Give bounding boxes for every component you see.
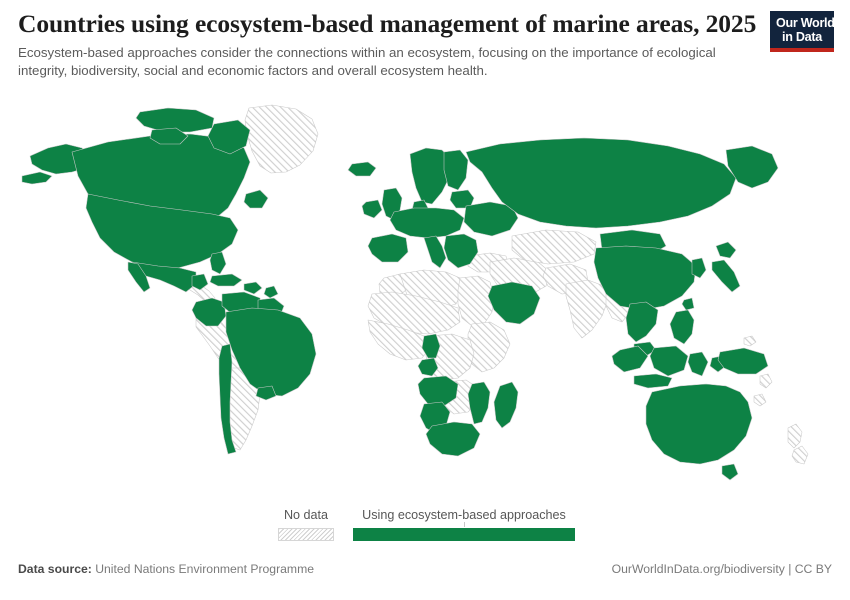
map-region-iberia[interactable]: [367, 233, 409, 263]
map-region-chile[interactable]: [218, 343, 237, 455]
map-region-cameroon[interactable]: [421, 333, 441, 359]
map-region-brazil[interactable]: [225, 307, 317, 397]
map-region-pacific-islands[interactable]: [743, 335, 757, 347]
map-region-finland[interactable]: [443, 149, 469, 191]
legend-tick-mark: [464, 522, 465, 527]
map-region-baffin-island[interactable]: [207, 119, 251, 155]
map-region-united-states[interactable]: [85, 193, 239, 269]
map-region-canadian-arctic[interactable]: [135, 107, 215, 133]
map-region-italy[interactable]: [423, 235, 447, 269]
map-region-egypt-sudan[interactable]: [457, 275, 495, 327]
legend-label-no-data: No data: [283, 508, 329, 522]
map-region-saudi-arabia[interactable]: [487, 281, 541, 325]
map-region-balkans-greece[interactable]: [443, 233, 479, 269]
map-region-central-asia[interactable]: [511, 229, 597, 265]
data-source-label: Data source:: [18, 562, 92, 576]
logo-line-1: Our World: [776, 16, 835, 30]
map-region-lesser-antilles[interactable]: [263, 285, 279, 299]
page-title: Countries using ecosystem-based manageme…: [18, 9, 757, 38]
map-region-cuba[interactable]: [209, 273, 243, 287]
map-region-philippines[interactable]: [669, 309, 695, 345]
map-region-greenland[interactable]: [244, 104, 319, 174]
map-region-western-central-europe[interactable]: [389, 207, 465, 239]
map-region-sumatra[interactable]: [611, 345, 649, 373]
map-region-korea[interactable]: [691, 257, 707, 279]
logo-line-2: in Data: [782, 30, 822, 45]
map-legend: No data Using ecosystem-based approaches: [0, 508, 850, 554]
map-region-south-africa[interactable]: [425, 421, 481, 457]
map-region-russia[interactable]: [465, 137, 737, 229]
map-region-newfoundland[interactable]: [243, 189, 269, 209]
map-region-uruguay[interactable]: [255, 385, 277, 401]
map-region-aleutians[interactable]: [21, 171, 53, 185]
map-region-sahel[interactable]: [367, 291, 461, 335]
world-choropleth-map[interactable]: [0, 96, 850, 500]
legend-entry-series[interactable]: Using ecosystem-based approaches: [353, 508, 575, 542]
map-region-baja-california[interactable]: [127, 261, 151, 293]
map-region-australia[interactable]: [645, 383, 753, 465]
map-region-east-africa[interactable]: [467, 321, 511, 373]
map-region-borneo[interactable]: [649, 345, 689, 377]
map-region-group-no-data: [175, 104, 809, 465]
map-region-gabon[interactable]: [417, 357, 439, 377]
map-region-ukraine-belarus[interactable]: [463, 201, 519, 237]
map-region-hispaniola[interactable]: [243, 281, 263, 295]
map-region-japan[interactable]: [711, 241, 741, 293]
legend-swatch-no-data: [278, 528, 334, 542]
legend-entry-no-data[interactable]: No data: [275, 508, 337, 542]
attribution-link[interactable]: OurWorldInData.org/biodiversity | CC BY: [611, 562, 832, 576]
map-region-madagascar[interactable]: [493, 381, 519, 429]
map-region-mozambique[interactable]: [467, 381, 491, 425]
map-region-ireland[interactable]: [361, 199, 383, 219]
data-source-text: Data source: United Nations Environment …: [18, 562, 314, 577]
map-region-fiji-vanuatu[interactable]: [759, 373, 773, 389]
map-region-taiwan[interactable]: [681, 297, 695, 311]
data-source-value: United Nations Environment Programme: [91, 562, 315, 576]
map-region-tasmania[interactable]: [721, 463, 739, 481]
map-region-iceland[interactable]: [347, 161, 377, 177]
map-region-new-zealand[interactable]: [787, 423, 809, 465]
legend-label-series: Using ecosystem-based approaches: [362, 508, 566, 522]
map-region-scandinavia[interactable]: [409, 147, 453, 205]
chart-subtitle: Ecosystem-based approaches consider the …: [18, 45, 716, 79]
chart-header: Countries using ecosystem-based manageme…: [0, 0, 850, 81]
map-region-sulawesi[interactable]: [687, 351, 709, 377]
map-region-florida[interactable]: [209, 251, 227, 275]
map-region-west-africa[interactable]: [367, 319, 431, 361]
map-region-russia-far-east[interactable]: [725, 145, 779, 189]
legend-swatch-series: [353, 528, 575, 542]
chart-header-text: Countries using ecosystem-based manageme…: [18, 9, 757, 81]
map-region-group-using-approaches: [21, 107, 779, 481]
map-region-vietnam-thailand[interactable]: [625, 301, 659, 343]
map-region-java[interactable]: [633, 373, 673, 389]
map-region-victoria-island[interactable]: [149, 127, 189, 145]
map-region-china[interactable]: [593, 245, 697, 311]
map-svg[interactable]: [0, 96, 850, 500]
chart-footer: Data source: United Nations Environment …: [0, 562, 850, 577]
map-region-colombia[interactable]: [191, 297, 227, 327]
map-region-yucatan[interactable]: [191, 273, 209, 291]
map-region-india[interactable]: [565, 279, 609, 339]
map-region-new-caledonia[interactable]: [753, 393, 767, 407]
our-world-in-data-logo[interactable]: Our World in Data: [770, 11, 835, 53]
map-region-papua-new-guinea[interactable]: [717, 347, 769, 375]
